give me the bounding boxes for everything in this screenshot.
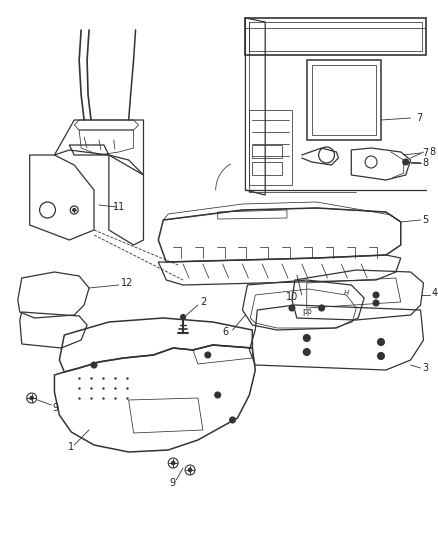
Circle shape	[373, 292, 379, 298]
Text: 11: 11	[113, 202, 125, 212]
Circle shape	[73, 208, 76, 212]
Circle shape	[171, 461, 175, 465]
Circle shape	[378, 338, 385, 345]
Circle shape	[180, 314, 186, 319]
Text: 1: 1	[68, 442, 74, 452]
Text: 9: 9	[53, 403, 59, 413]
Circle shape	[205, 352, 211, 358]
Text: 6: 6	[223, 327, 229, 337]
Text: 8: 8	[423, 158, 429, 168]
Circle shape	[289, 305, 295, 311]
Circle shape	[230, 417, 236, 423]
Circle shape	[373, 300, 379, 306]
Text: 12: 12	[121, 278, 133, 288]
Circle shape	[303, 349, 310, 356]
Text: H: H	[344, 290, 349, 296]
Text: 9: 9	[169, 478, 175, 488]
Text: 2: 2	[200, 297, 206, 307]
Circle shape	[30, 396, 33, 400]
Circle shape	[303, 335, 310, 342]
Text: 7: 7	[417, 113, 423, 123]
Circle shape	[91, 362, 97, 368]
Circle shape	[378, 352, 385, 359]
Circle shape	[403, 159, 409, 165]
Circle shape	[188, 469, 192, 472]
Circle shape	[318, 305, 325, 311]
Circle shape	[215, 392, 221, 398]
Text: pp: pp	[302, 308, 311, 317]
Text: 4: 4	[431, 288, 438, 298]
Text: 5: 5	[423, 215, 429, 225]
Text: 10: 10	[286, 292, 298, 302]
Text: 7: 7	[423, 148, 429, 158]
Text: 3: 3	[423, 363, 429, 373]
Text: 8: 8	[430, 147, 436, 157]
